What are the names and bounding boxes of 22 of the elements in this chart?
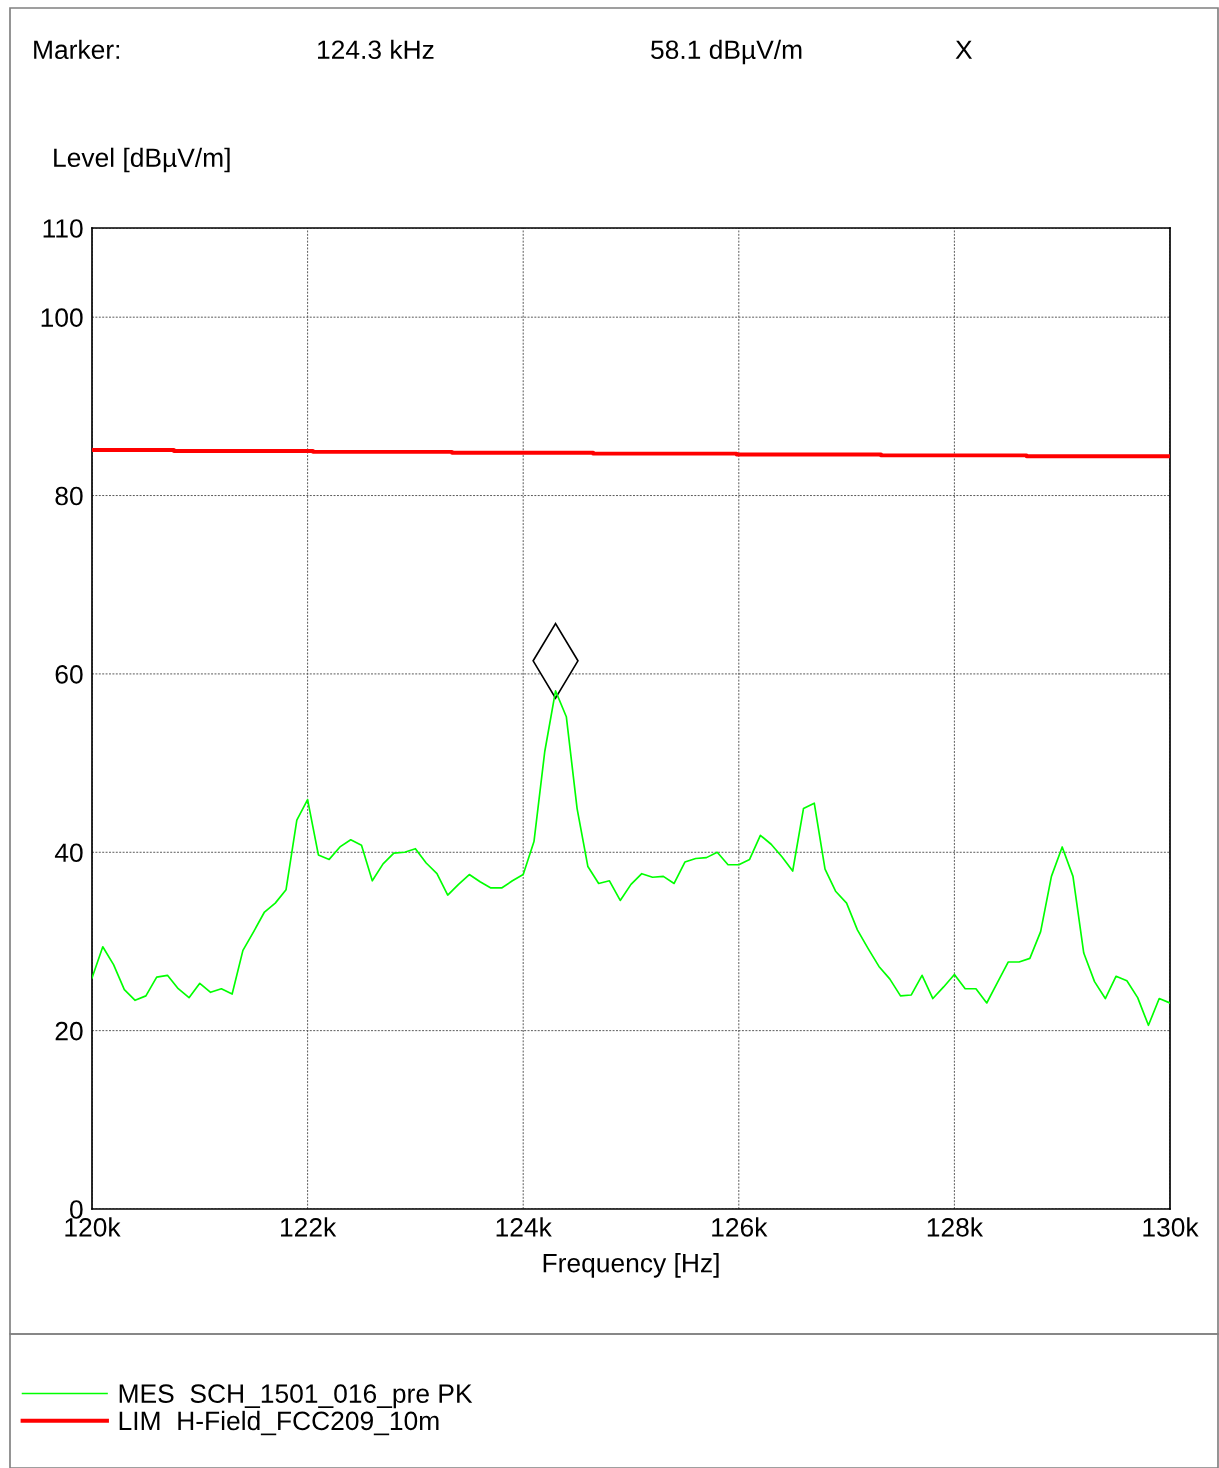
x-tick-label: 120k xyxy=(65,1217,121,1237)
x-axis-title: Frequency [Hz] xyxy=(543,1253,719,1278)
x-tick-label: 128k xyxy=(927,1217,984,1237)
x-tick-label: 124k xyxy=(496,1217,552,1237)
text: 124.3 kHz xyxy=(318,39,434,60)
x-tick-label: 130k xyxy=(1143,1217,1199,1237)
text: X xyxy=(955,40,973,59)
y-tick-label: 40 xyxy=(54,843,83,863)
text: Marker: xyxy=(34,39,120,60)
legend-label: MES SCH_1501_016_pre PK xyxy=(119,1384,473,1409)
y-tick-label: 20 xyxy=(55,1021,83,1041)
text: 58.1 dBµV/m xyxy=(651,39,802,65)
y-tick-label: 0 xyxy=(70,1200,83,1219)
line-series xyxy=(92,690,1170,1027)
x-tick-label: 122k xyxy=(281,1217,337,1237)
y-axis-title: Level [dBµV/m] xyxy=(54,147,230,173)
x-tick-label: 126k xyxy=(712,1217,768,1237)
y-tick-label: 80 xyxy=(55,486,83,506)
legend-label: LIM H-Field_FCC209_10m xyxy=(119,1410,439,1436)
y-tick-label: 100 xyxy=(41,308,83,327)
y-tick-label: 110 xyxy=(43,219,83,238)
y-tick-label: 60 xyxy=(55,665,83,684)
